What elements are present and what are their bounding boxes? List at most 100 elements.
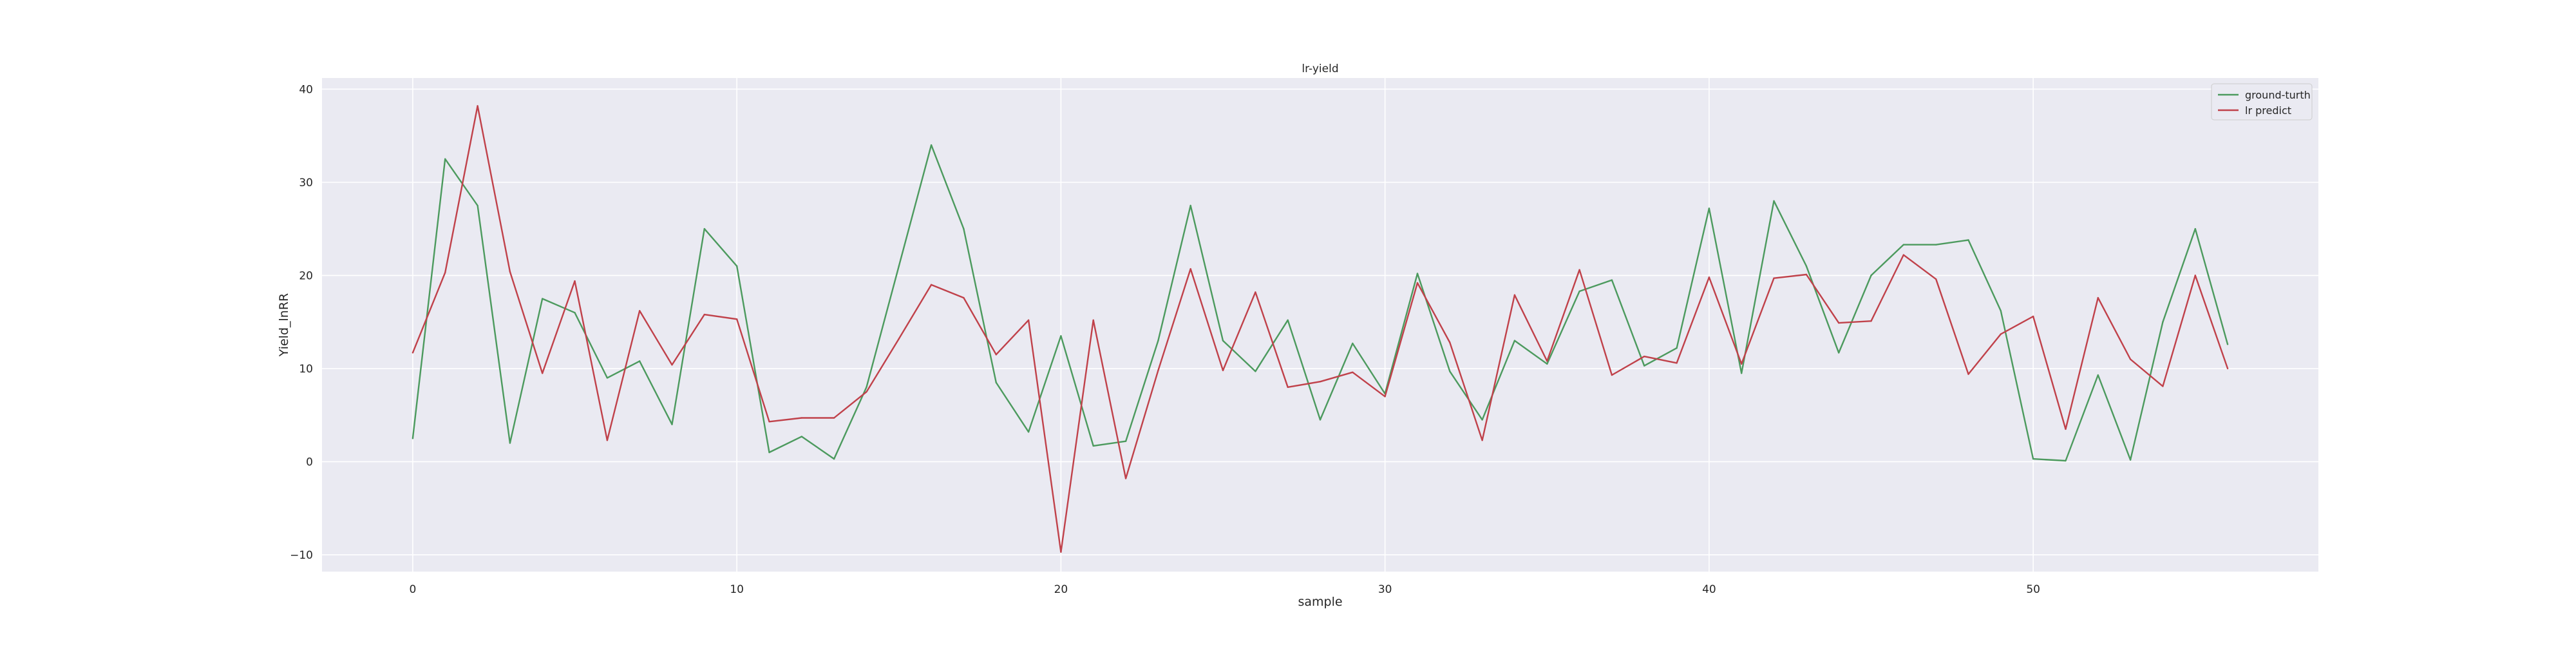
data-point [1449,371,1451,372]
data-point [1708,208,1710,209]
data-point [963,227,965,230]
data-point [995,354,997,356]
chart-title: lr-yield [1302,63,1338,75]
data-point [1319,419,1321,421]
data-point [1449,342,1451,343]
data-point [1060,335,1062,337]
data-point [866,391,867,393]
data-point [444,158,446,160]
data-point [768,421,770,423]
data-point [2097,374,2099,376]
y-tick-label: 0 [306,456,313,468]
x-tick-label: 10 [730,583,744,596]
data-point [1546,363,1548,365]
data-point [1189,204,1191,207]
data-point [2129,459,2132,461]
data-point [1578,290,1580,293]
y-tick-label: 30 [299,177,313,189]
y-tick-label: 40 [299,83,313,96]
data-point [2065,459,2067,462]
x-tick-label: 20 [1054,583,1068,596]
data-point [1157,340,1159,342]
data-point [800,436,803,438]
data-point [833,458,835,460]
legend-label: lr predict [2245,104,2291,117]
x-tick-label: 0 [409,583,416,596]
data-point [1060,551,1062,553]
data-point [1578,269,1580,271]
data-point [2000,333,2002,335]
series-1 [412,105,2229,553]
data-point [1287,386,1289,389]
data-point [1352,342,1354,345]
data-point [1027,319,1030,321]
data-point [2129,358,2132,360]
data-point [671,423,673,425]
x-tick-label: 40 [1702,583,1716,596]
data-point [509,271,511,273]
data-point [1643,355,1645,358]
data-point [768,451,770,454]
y-tick-label: 20 [299,269,313,282]
data-point [2065,428,2067,430]
data-point [800,417,803,419]
data-point [1255,291,1256,293]
data-point [1092,445,1094,447]
y-axis-ticks: −10 0 10 20 30 40 [290,83,313,562]
data-point [930,284,933,286]
data-point [1805,273,1808,276]
data-point [1384,396,1386,398]
data-point [1837,322,1840,324]
x-tick-label: 30 [1378,583,1392,596]
data-point [1935,244,1937,246]
data-point [671,363,673,366]
data-point [477,204,478,207]
grid [322,78,2318,572]
data-point [1676,362,1678,364]
data-point [1189,268,1191,270]
data-point [1092,319,1094,321]
legend-items: ground-turth lr predict [2218,89,2311,117]
data-point [509,442,511,444]
data-point [412,352,414,354]
x-axis-label: sample [1298,595,1342,609]
data-point [1124,440,1127,442]
data-point [1611,279,1613,281]
data-point [444,271,446,274]
data-point [898,265,900,267]
data-point [1416,273,1419,275]
data-point [638,310,641,312]
data-point [1027,431,1030,433]
data-point [833,417,835,419]
data-point [2226,343,2229,345]
data-point [1773,277,1775,279]
data-point [1287,319,1289,321]
data-point [1546,360,1548,362]
data-point [1870,275,1872,276]
data-point [606,377,609,379]
data-point [2032,458,2034,460]
data-point [995,381,997,383]
data-point [1255,371,1256,372]
data-point [703,313,706,316]
data-point [1708,276,1710,278]
data-point [1157,369,1159,372]
data-point [1481,419,1483,421]
data-point [1902,254,1905,256]
plot-background [322,78,2318,572]
data-point [703,227,706,230]
series-0 [412,144,2229,462]
data-point [866,386,867,389]
data-point [930,144,933,146]
data-point [735,265,738,267]
series-group [412,105,2229,553]
data-point [1416,282,1419,284]
x-tick-label: 50 [2026,583,2040,596]
data-point [542,298,544,300]
data-point [1124,478,1127,479]
data-point [2162,321,2164,323]
data-point [1676,347,1678,349]
data-point [2000,310,2002,312]
